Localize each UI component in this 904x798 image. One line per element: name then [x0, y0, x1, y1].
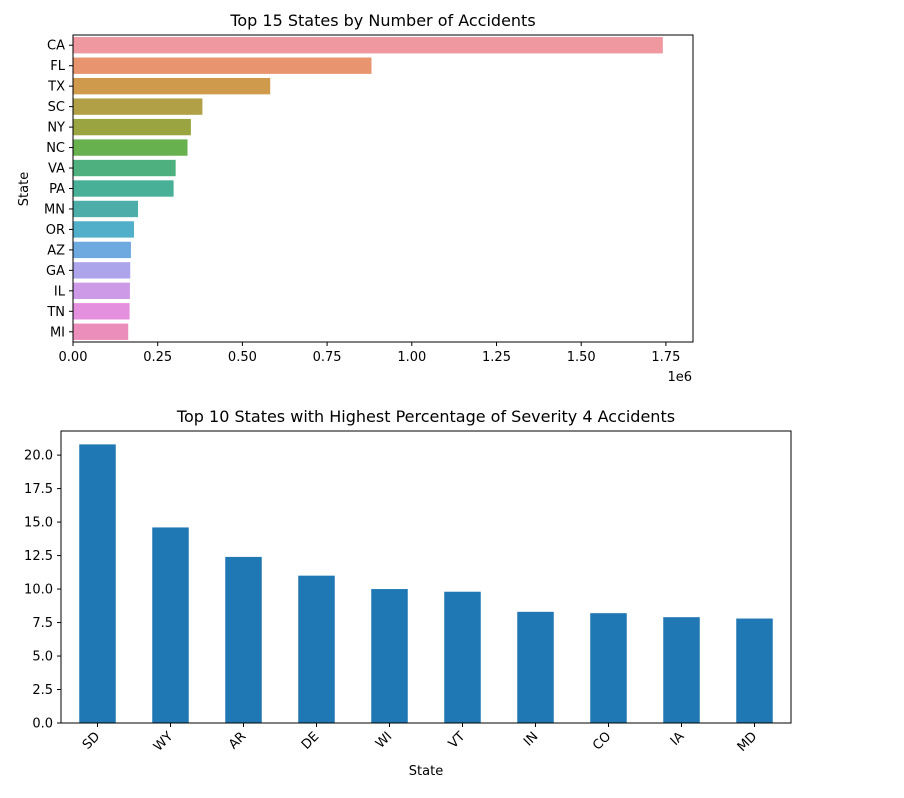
bar-ca — [73, 37, 663, 54]
y-tick-label: 17.5 — [24, 482, 53, 497]
bar-mn — [73, 200, 139, 218]
bar-de — [298, 575, 335, 723]
x-tick-label: 0.25 — [143, 350, 172, 365]
x-tick-label-sd: SD — [80, 729, 104, 753]
chart-1: Top 15 States by Number of Accidents CA F… — [17, 11, 694, 385]
x-tick-label-md: MD — [735, 729, 761, 755]
x-tick-label: 1.25 — [482, 350, 511, 365]
chart-2-plot-frame — [60, 430, 792, 724]
x-tick-label-co: CO — [590, 729, 614, 753]
x-tick-label: 0.75 — [313, 350, 342, 365]
y-tick-label-az: AZ — [47, 243, 65, 258]
x-tick-label: 0.00 — [59, 350, 88, 365]
y-tick-label: 5.0 — [32, 650, 53, 665]
chart-1-y-axis-label: State — [17, 172, 32, 206]
x-tick-label: 0.50 — [228, 350, 257, 365]
bar-tx — [73, 77, 271, 95]
bar-wi — [371, 589, 408, 723]
x-tick-label-wy: WY — [151, 729, 176, 754]
bar-sc — [73, 98, 203, 115]
y-tick-label-tn: TN — [46, 305, 65, 320]
y-tick-label-il: IL — [54, 284, 66, 299]
bar-or — [73, 221, 134, 238]
bar-ga — [73, 262, 131, 279]
bar-nc — [73, 139, 188, 156]
bar-az — [73, 241, 131, 259]
x-tick-label-in: IN — [521, 729, 541, 749]
y-tick-label: 15.0 — [24, 516, 53, 531]
bar-sd — [79, 444, 116, 723]
chart-2-title: Top 10 States with Highest Percentage of… — [176, 407, 675, 426]
bar-ar — [225, 556, 262, 723]
bar-ny — [73, 118, 191, 136]
chart-1-title: Top 15 States by Number of Accidents — [229, 11, 535, 30]
bar-ia — [663, 617, 700, 723]
y-tick-label-or: OR — [46, 223, 65, 238]
bar-in — [517, 611, 554, 723]
y-tick-label-ny: NY — [47, 121, 65, 136]
y-tick-label-tx: TX — [47, 80, 65, 95]
bar-vt — [444, 591, 481, 723]
y-tick-label: 0.0 — [32, 717, 53, 732]
bar-wy — [152, 527, 189, 723]
chart-2-x-axis-label: State — [409, 764, 443, 779]
y-tick-label-ca: CA — [47, 39, 65, 54]
y-tick-label-mn: MN — [44, 202, 65, 217]
bar-pa — [73, 180, 174, 197]
x-tick-label: 1.75 — [651, 350, 680, 365]
x-tick-label-ar: AR — [226, 729, 249, 752]
x-tick-label-ia: IA — [668, 729, 688, 749]
bar-il — [73, 282, 130, 300]
chart-2: Top 10 States with Highest Percentage of… — [24, 407, 792, 779]
y-tick-label-ga: GA — [46, 264, 65, 279]
x-tick-label-de: DE — [299, 729, 323, 753]
x-tick-label: 1.00 — [397, 350, 426, 365]
chart-1-x-offset-text: 1e6 — [667, 370, 692, 385]
y-tick-label-sc: SC — [48, 100, 65, 115]
bar-co — [590, 613, 627, 723]
x-tick-label-vt: VT — [446, 729, 469, 752]
y-tick-label-mi: MI — [50, 325, 65, 340]
bar-mi — [73, 323, 129, 340]
y-tick-label: 12.5 — [24, 549, 53, 564]
y-tick-label-va: VA — [48, 162, 65, 177]
y-tick-label-nc: NC — [46, 141, 65, 156]
x-tick-label-wi: WI — [373, 729, 395, 751]
x-tick-label: 1.50 — [567, 350, 596, 365]
y-tick-label: 20.0 — [24, 449, 53, 464]
bar-va — [73, 159, 176, 177]
y-tick-label-pa: PA — [49, 182, 65, 197]
y-tick-label-fl: FL — [50, 59, 65, 74]
bar-md — [736, 618, 773, 723]
y-tick-label: 10.0 — [24, 583, 53, 598]
bar-fl — [73, 57, 372, 74]
bar-tn — [73, 303, 130, 320]
y-tick-label: 7.5 — [32, 616, 53, 631]
y-tick-label: 2.5 — [32, 683, 53, 698]
